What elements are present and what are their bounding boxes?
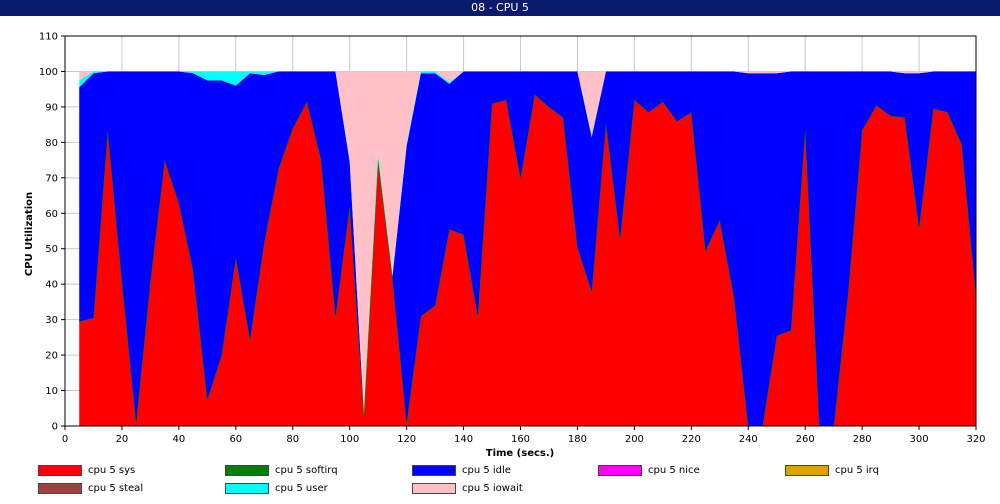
x-tick-label: 200 [625,434,644,445]
legend-label: cpu 5 steal [88,483,144,494]
legend-item: cpu 5 idle [412,464,511,478]
legend-label: cpu 5 user [275,483,328,494]
legend-swatch [225,464,269,476]
legend-swatch [412,464,456,476]
x-tick-label: 180 [568,434,587,445]
legend-item: cpu 5 steal [38,482,143,496]
legend-label: cpu 5 irq [835,465,879,476]
y-tick-label: 110 [39,32,58,43]
legend-item: cpu 5 irq [785,464,879,478]
legend: cpu 5 sys cpu 5 softirq cpu 5 idle cpu 5 ni… [0,462,1000,504]
legend-swatch [785,464,829,476]
y-tick-label: 40 [45,280,58,291]
y-tick-label: 80 [45,138,58,149]
cpu-chart: 0 10 20 30 40 50 60 70 80 90 100 110 0 20 40 60 80 100 120… [0,16,1000,462]
x-tick-label: 240 [739,434,758,445]
x-tick-label: 280 [853,434,872,445]
y-tick-label: 0 [52,422,58,433]
area-cpu-5-idle [79,71,976,427]
x-tick-label: 300 [910,434,929,445]
plot-area: 0 10 20 30 40 50 60 70 80 90 100 110 0 20 40 60 80 100 120… [39,32,986,446]
y-tick-label: 10 [45,386,58,397]
x-tick-label: 260 [796,434,815,445]
y-tick-label: 70 [45,173,58,184]
legend-swatch [225,482,269,494]
y-tick-label: 100 [39,67,58,78]
window-title: 08 - CPU 5 [0,0,1000,16]
legend-item: cpu 5 user [225,482,328,496]
x-tick-label: 120 [397,434,416,445]
legend-swatch [38,464,82,476]
x-tick-label: 100 [340,434,359,445]
y-tick-label: 90 [45,102,58,113]
x-tick-label: 0 [62,434,68,445]
x-tick-label: 40 [173,434,186,445]
y-axis-title: CPU Utilization [24,192,35,276]
legend-label: cpu 5 nice [648,465,700,476]
legend-swatch [38,482,82,494]
legend-label: cpu 5 idle [462,465,511,476]
legend-item: cpu 5 softirq [225,464,338,478]
y-tick-label: 30 [45,315,58,326]
legend-label: cpu 5 softirq [275,465,338,476]
x-tick-label: 220 [682,434,701,445]
y-tick-label: 20 [45,351,58,362]
legend-item: cpu 5 iowait [412,482,523,496]
legend-item: cpu 5 sys [38,464,135,478]
legend-label: cpu 5 iowait [462,483,523,494]
area-cpu-5-sys [79,94,976,426]
x-tick-label: 140 [454,434,473,445]
legend-label: cpu 5 sys [88,465,136,476]
x-tick-label: 20 [116,434,129,445]
y-tick-label: 60 [45,209,58,220]
x-tick-label: 80 [286,434,299,445]
x-tick-label: 160 [511,434,530,445]
x-tick-label: 60 [229,434,242,445]
legend-swatch [412,482,456,494]
x-tick-label: 320 [966,434,985,445]
legend-swatch [598,464,642,476]
y-tick-label: 50 [45,244,58,255]
x-axis-title: Time (secs.) [486,448,555,459]
legend-item: cpu 5 nice [598,464,700,478]
